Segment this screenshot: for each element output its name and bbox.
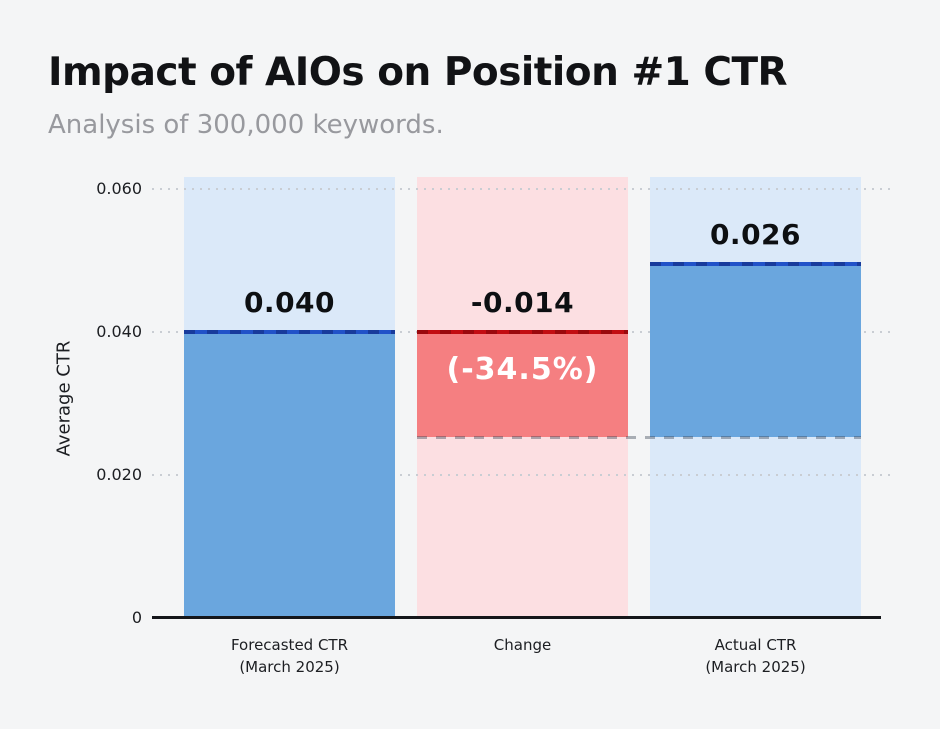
bar-edge-line bbox=[184, 330, 395, 335]
bar-solid bbox=[650, 264, 861, 438]
category-label-line: Change bbox=[493, 636, 552, 654]
gridline bbox=[152, 474, 893, 477]
bar-annotation: (-34.5%) bbox=[446, 351, 599, 387]
category-label-line: (March 2025) bbox=[705, 658, 806, 676]
x-axis-line bbox=[152, 616, 881, 619]
bar-edge-line bbox=[417, 330, 628, 335]
category-label-line: Actual CTR bbox=[714, 636, 797, 654]
y-tick-label: 0 bbox=[131, 608, 142, 627]
category-label: Forecasted CTR (March 2025) bbox=[154, 634, 425, 678]
bar-value-label: 0.026 bbox=[709, 217, 802, 251]
bar-value-label: 0.040 bbox=[243, 285, 336, 319]
category-label-line: Forecasted CTR bbox=[230, 636, 349, 654]
chart-subtitle: Analysis of 300,000 keywords. bbox=[48, 110, 444, 140]
y-tick-label: 0.040 bbox=[96, 322, 142, 342]
chart-title: Impact of AIOs on Position #1 CTR bbox=[48, 50, 788, 95]
bar-solid bbox=[417, 332, 628, 438]
gridline bbox=[152, 188, 893, 191]
y-tick-label: 0.020 bbox=[96, 465, 142, 485]
y-tick-label: 0.060 bbox=[96, 179, 142, 199]
category-label: Actual CTR (March 2025) bbox=[620, 634, 891, 678]
category-label: Change bbox=[387, 634, 658, 656]
bar-solid bbox=[184, 332, 395, 618]
bar-value-label: -0.014 bbox=[470, 285, 575, 319]
dashed-connector-line bbox=[417, 436, 861, 440]
bar-edge-line bbox=[650, 262, 861, 267]
category-label-line: (March 2025) bbox=[239, 658, 340, 676]
